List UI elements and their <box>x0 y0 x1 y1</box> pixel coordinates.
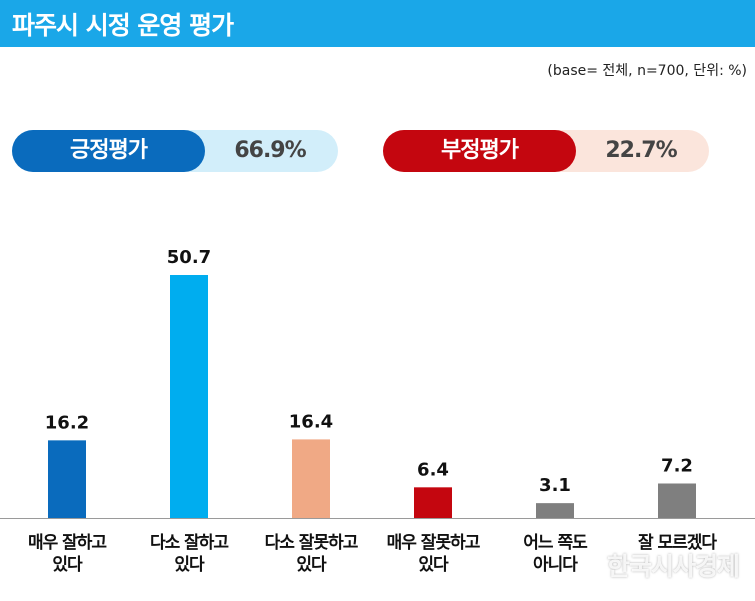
data-label-2: 50.7 <box>167 247 211 268</box>
category-label-6: 잘 모르겠다 <box>637 533 717 553</box>
positive-value: 66.9% <box>234 138 306 163</box>
data-label-1: 16.2 <box>45 412 89 433</box>
category-label-2: 다소 잘하고 있다 <box>149 533 229 575</box>
category-label-5: 어느 쪽도 아니다 <box>523 533 587 575</box>
base-note: (base= 전체, n=700, 단위: %) <box>547 63 747 79</box>
positive-label: 긍정평가 <box>12 130 205 172</box>
page-title: 파주시 시정 운영 평가 <box>12 11 234 40</box>
category-label-1: 매우 잘하고 있다 <box>27 533 107 575</box>
bar-4 <box>414 487 452 518</box>
negative-summary-pill: 부정평가 22.7% <box>383 130 709 172</box>
header-bar: 파주시 시정 운영 평가 <box>0 0 755 47</box>
data-label-3: 16.4 <box>289 411 333 432</box>
data-label-6: 7.2 <box>661 455 693 476</box>
bar-6 <box>658 483 696 518</box>
category-label-3: 다소 잘못하고 있다 <box>264 533 359 575</box>
positive-summary-pill: 긍정평가 66.9% <box>12 130 338 172</box>
category-label-4: 매우 잘못하고 있다 <box>386 533 481 575</box>
negative-label: 부정평가 <box>383 130 576 172</box>
bar-5 <box>536 503 574 518</box>
bar-1 <box>48 440 86 518</box>
data-label-5: 3.1 <box>539 475 571 496</box>
data-label-4: 6.4 <box>417 459 449 480</box>
bar-2 <box>170 275 208 518</box>
negative-value: 22.7% <box>605 138 677 163</box>
bar-3 <box>292 439 330 518</box>
watermark: 한국시사경제 <box>606 552 740 581</box>
